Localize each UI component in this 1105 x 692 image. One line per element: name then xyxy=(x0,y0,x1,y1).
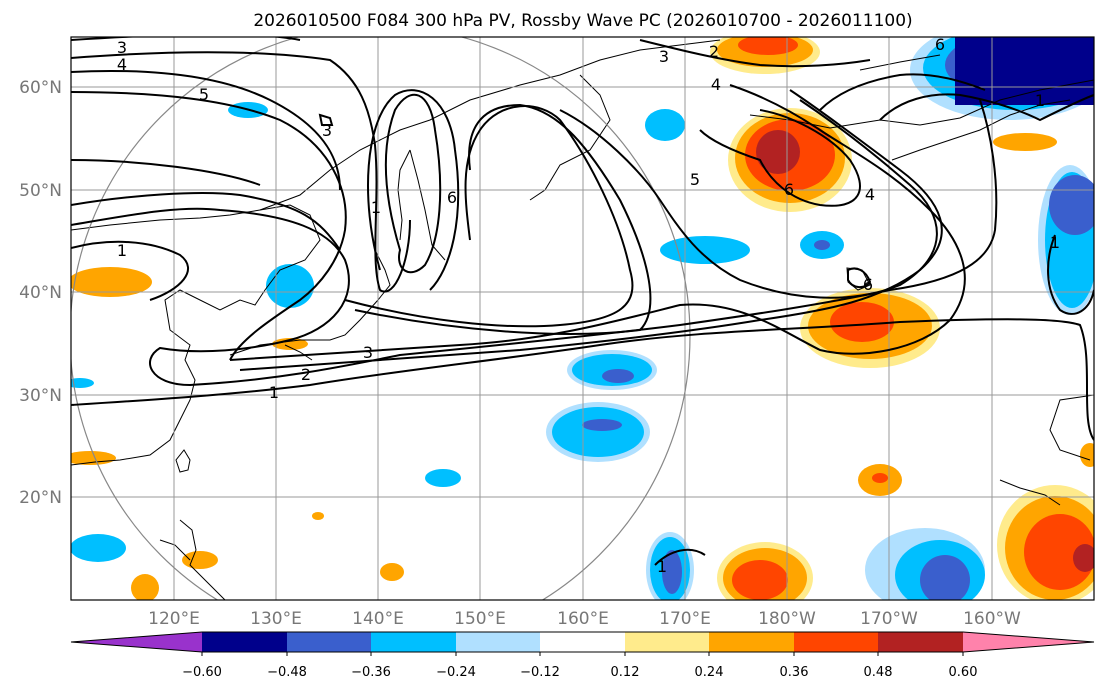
contour-label: 2 xyxy=(709,42,719,61)
lon-tick-label: 160°E xyxy=(557,609,609,629)
colorbar-tick-label: 0.12 xyxy=(611,665,640,680)
lon-tick-label: 180°W xyxy=(758,609,816,629)
colorbar-tick-label: 0.48 xyxy=(864,665,893,680)
positive-anomaly-dateline xyxy=(800,288,940,368)
lon-tick-label: 140°E xyxy=(352,609,404,629)
colorbar-tick-label: −0.36 xyxy=(351,665,391,680)
colorbar-tick-label: 0.36 xyxy=(780,665,809,680)
negative-anomaly-subtropical xyxy=(567,350,657,390)
negative-anomaly-okhotsk xyxy=(645,109,685,141)
contour-label: 6 xyxy=(863,275,873,294)
lat-tick-label: 50°N xyxy=(19,181,62,201)
colorbar-tick-label: −0.48 xyxy=(267,665,307,680)
contour-labels: 3 4 5 3 1 1 6 3 2 1 3 4 2 5 6 4 6 1 6 1 … xyxy=(117,35,1060,576)
contour-label: 3 xyxy=(659,47,669,66)
lon-tick-label: 160°W xyxy=(963,609,1021,629)
contour-label: 1 xyxy=(371,198,381,217)
lat-tick-label: 20°N xyxy=(19,488,62,508)
lon-tick-label: 130°E xyxy=(250,609,302,629)
lon-tick-label: 170°E xyxy=(659,609,711,629)
contour-label: 4 xyxy=(711,75,721,94)
graticule xyxy=(71,37,1094,600)
lat-tick-label: 60°N xyxy=(19,78,62,98)
negative-anomaly-northeast xyxy=(910,37,1094,120)
positive-anomaly-luzon xyxy=(182,551,218,569)
contour-label: 6 xyxy=(784,180,794,199)
contour-label: 1 xyxy=(1035,91,1045,110)
positive-anomaly-west xyxy=(71,267,152,297)
contour-label: 5 xyxy=(199,85,209,104)
colorbar-tick-label: 0.60 xyxy=(949,665,978,680)
contour-label: 1 xyxy=(657,557,667,576)
lon-tick-labels: 120°E 130°E 140°E 150°E 160°E 170°E 180°… xyxy=(148,609,1021,629)
positive-anomaly-north xyxy=(710,37,820,74)
contour-label: 6 xyxy=(935,35,945,54)
figure-title: 2026010500 F084 300 hPa PV, Rossby Wave … xyxy=(253,11,912,31)
positive-anomaly-kyushu xyxy=(272,338,308,350)
negative-anomaly-central xyxy=(546,402,650,462)
map-panel xyxy=(71,37,1094,600)
colorbar-tick-label: −0.24 xyxy=(436,665,476,680)
radius-circle xyxy=(71,37,691,600)
contour-label: 3 xyxy=(363,343,373,362)
negative-anomaly-south-east xyxy=(865,528,985,600)
colorbar-segment xyxy=(878,632,963,652)
positive-anomaly-luzon-south xyxy=(131,574,159,600)
lat-tick-labels: 60°N 50°N 40°N 30°N 20°N xyxy=(19,78,62,508)
colorbar-segment xyxy=(371,632,456,652)
colorbar-segment xyxy=(709,632,794,652)
map-frame xyxy=(70,36,1095,601)
pv-contours xyxy=(71,37,1094,566)
colorbar-segment xyxy=(540,632,625,652)
contour-label: 1 xyxy=(117,241,127,260)
lon-tick-label: 120°E xyxy=(148,609,200,629)
contour-label: 3 xyxy=(322,121,332,140)
lon-tick-label: 170°W xyxy=(860,609,918,629)
contour-label: 5 xyxy=(690,170,700,189)
negative-anomaly-korea xyxy=(266,264,314,308)
contour-label: 4 xyxy=(865,185,875,204)
negative-anomaly-north-pacific xyxy=(660,236,750,264)
contour-label: 1 xyxy=(269,383,279,402)
contour-label: 6 xyxy=(447,188,457,207)
colorbar-segment xyxy=(625,632,709,652)
colorbar-segment xyxy=(202,632,287,652)
lon-tick-label: 150°E xyxy=(454,609,506,629)
colorbar-extend-high xyxy=(963,632,1094,652)
colorbar-segment xyxy=(456,632,540,652)
contour-label: 2 xyxy=(301,365,311,384)
contour-label: 4 xyxy=(117,55,127,74)
colorbar-tick-label: −0.12 xyxy=(520,665,560,680)
colorbar-ticks: −0.60 −0.48 −0.36 −0.24 −0.12 0.12 0.24 … xyxy=(182,665,977,680)
colorbar-tick-label: −0.60 xyxy=(182,665,222,680)
colorbar-tick-label: 0.24 xyxy=(695,665,724,680)
colorbar-segment xyxy=(287,632,371,652)
contour-label: 1 xyxy=(1050,233,1060,252)
colorbar xyxy=(70,631,1095,656)
positive-anomaly-southeast xyxy=(997,485,1094,600)
positive-anomaly-marianas xyxy=(380,563,404,581)
negative-anomaly-south-central xyxy=(646,532,694,600)
positive-anomaly-south xyxy=(717,542,813,600)
negative-anomaly-scs xyxy=(71,534,126,562)
colorbar-segment xyxy=(794,632,878,652)
lat-tick-label: 40°N xyxy=(19,283,62,303)
shaded-anomalies xyxy=(71,37,1094,600)
lat-tick-label: 30°N xyxy=(19,386,62,406)
colorbar-extend-low xyxy=(71,632,202,652)
contour-label: 3 xyxy=(117,38,127,57)
negative-anomaly-bonin xyxy=(425,469,461,487)
negative-anomaly-east xyxy=(1038,165,1094,315)
positive-anomaly-aleutian xyxy=(993,133,1057,151)
